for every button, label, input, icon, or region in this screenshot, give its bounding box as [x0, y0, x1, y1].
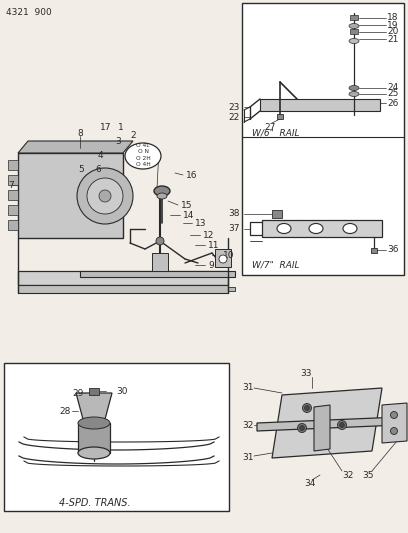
- Circle shape: [77, 168, 133, 224]
- Ellipse shape: [125, 143, 161, 169]
- Ellipse shape: [78, 447, 110, 459]
- Text: W/6"  RAIL: W/6" RAIL: [252, 128, 299, 138]
- Ellipse shape: [157, 193, 167, 199]
- Polygon shape: [262, 220, 382, 237]
- Text: 26: 26: [387, 99, 398, 108]
- Text: 23: 23: [228, 102, 240, 111]
- Bar: [8, 205, 18, 215]
- Text: 4-SPD. TRANS.: 4-SPD. TRANS.: [59, 498, 131, 508]
- Circle shape: [219, 255, 227, 263]
- Text: 3: 3: [115, 136, 121, 146]
- Text: 5: 5: [78, 166, 84, 174]
- Text: 24: 24: [387, 84, 398, 93]
- Text: 11: 11: [208, 240, 220, 249]
- Ellipse shape: [349, 23, 359, 28]
- Circle shape: [99, 190, 111, 202]
- Text: 35: 35: [362, 471, 373, 480]
- Ellipse shape: [349, 85, 359, 91]
- Circle shape: [304, 406, 310, 410]
- Bar: [4, 363, 229, 511]
- Circle shape: [390, 427, 397, 434]
- Polygon shape: [260, 99, 380, 111]
- Text: 9: 9: [208, 261, 214, 270]
- Bar: [89, 388, 99, 395]
- Text: W/7"  RAIL: W/7" RAIL: [252, 261, 299, 270]
- Text: 31: 31: [242, 454, 253, 463]
- Bar: [78, 423, 110, 453]
- Bar: [18, 153, 123, 238]
- Text: 28: 28: [59, 407, 70, 416]
- Circle shape: [337, 421, 346, 430]
- Bar: [371, 248, 377, 253]
- Polygon shape: [382, 403, 407, 443]
- Ellipse shape: [309, 223, 323, 233]
- Circle shape: [302, 403, 311, 413]
- Text: 20: 20: [387, 28, 398, 36]
- Text: 15: 15: [181, 200, 193, 209]
- Ellipse shape: [78, 417, 110, 429]
- Text: 17: 17: [100, 124, 111, 133]
- Text: 29: 29: [72, 389, 83, 398]
- Ellipse shape: [349, 92, 359, 96]
- Bar: [8, 175, 18, 185]
- Bar: [242, 3, 404, 275]
- Circle shape: [156, 237, 164, 245]
- Text: 4321  900: 4321 900: [6, 8, 52, 17]
- Text: 22: 22: [229, 112, 240, 122]
- Circle shape: [390, 411, 397, 418]
- Text: 4: 4: [98, 150, 104, 159]
- Text: 10: 10: [223, 251, 235, 260]
- Bar: [272, 210, 282, 218]
- Text: 30: 30: [116, 386, 127, 395]
- Polygon shape: [18, 271, 228, 285]
- Polygon shape: [272, 388, 382, 458]
- Text: 16: 16: [186, 171, 197, 180]
- Ellipse shape: [349, 38, 359, 44]
- Circle shape: [339, 423, 344, 427]
- Text: 27: 27: [264, 123, 275, 132]
- Text: 13: 13: [195, 219, 206, 228]
- Bar: [350, 29, 358, 34]
- Ellipse shape: [343, 223, 357, 233]
- Text: 25: 25: [387, 90, 398, 99]
- Circle shape: [87, 178, 123, 214]
- Text: 1: 1: [118, 124, 124, 133]
- Text: 34: 34: [304, 479, 315, 488]
- Bar: [80, 271, 235, 277]
- Text: 37: 37: [228, 224, 240, 233]
- Bar: [80, 287, 235, 291]
- Text: 6: 6: [95, 166, 101, 174]
- Polygon shape: [76, 393, 112, 423]
- Text: 21: 21: [387, 35, 398, 44]
- Circle shape: [297, 424, 306, 432]
- Text: 7: 7: [8, 181, 14, 190]
- Bar: [152, 253, 168, 271]
- Text: 32: 32: [342, 471, 353, 480]
- Text: 18: 18: [387, 13, 399, 22]
- Text: 36: 36: [387, 246, 399, 254]
- Text: 31: 31: [242, 384, 253, 392]
- Text: 38: 38: [228, 209, 240, 219]
- Bar: [8, 190, 18, 200]
- Text: 2: 2: [130, 131, 135, 140]
- Ellipse shape: [154, 186, 170, 196]
- Polygon shape: [314, 405, 330, 451]
- Bar: [215, 249, 231, 267]
- Text: 19: 19: [387, 20, 399, 29]
- Text: O 4L
O N
O 2H
O 4H: O 4L O N O 2H O 4H: [135, 143, 151, 167]
- Circle shape: [299, 425, 304, 431]
- Text: 8: 8: [77, 128, 83, 138]
- Bar: [277, 114, 283, 119]
- Polygon shape: [257, 417, 400, 431]
- Text: 33: 33: [300, 368, 311, 377]
- Text: 32: 32: [242, 421, 253, 430]
- Polygon shape: [18, 141, 133, 153]
- Ellipse shape: [277, 223, 291, 233]
- Text: 12: 12: [203, 230, 214, 239]
- Bar: [350, 15, 358, 20]
- Text: 14: 14: [183, 211, 194, 220]
- Bar: [8, 220, 18, 230]
- Polygon shape: [18, 285, 228, 293]
- Bar: [8, 160, 18, 170]
